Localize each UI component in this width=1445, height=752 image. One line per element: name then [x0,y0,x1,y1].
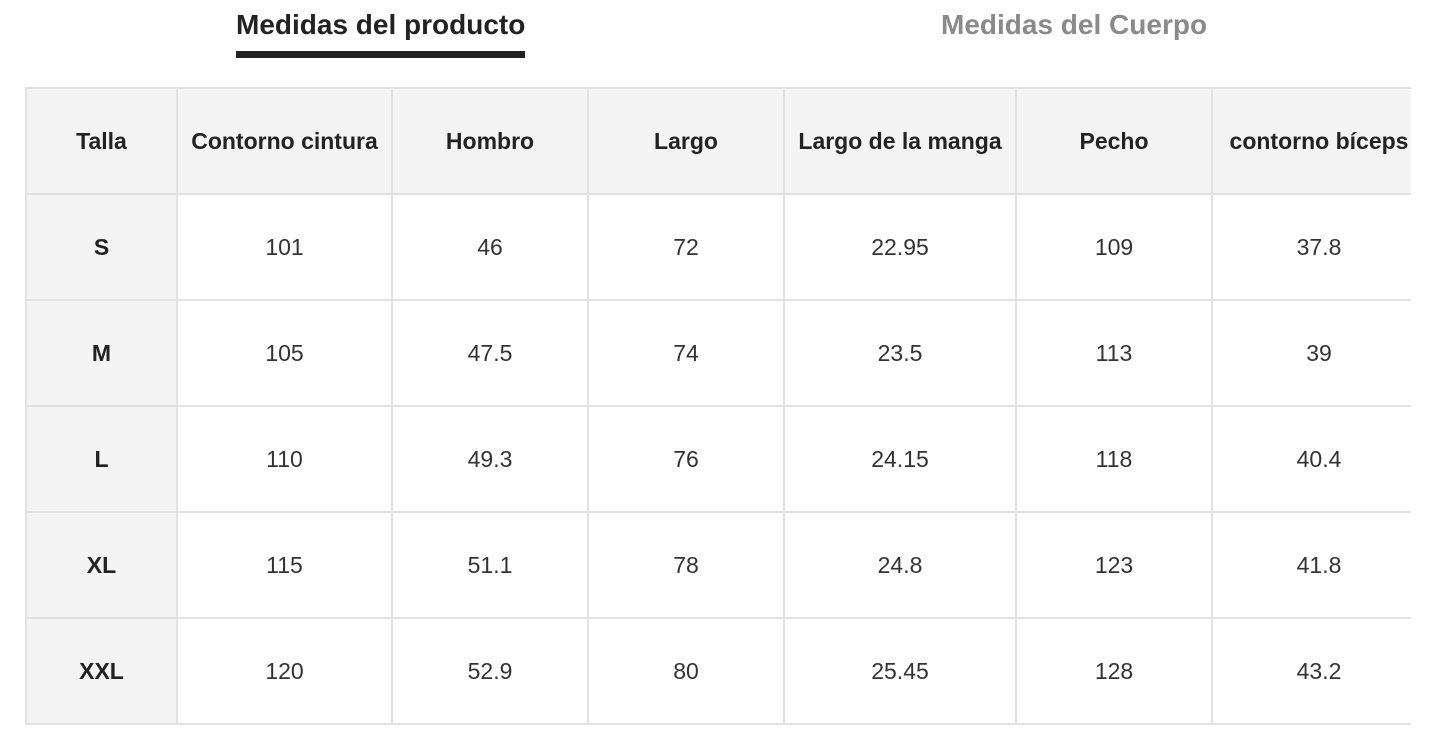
column-header-waist: Contorno cintura [176,87,393,195]
tab-product-measurements-label: Medidas del producto [236,9,526,40]
table-cell: 46 [391,193,589,301]
table-cell: 105 [176,299,393,407]
tab-product-measurements[interactable]: Medidas del producto [236,9,526,58]
table-header-row: Talla Contorno cintura Hombro Largo Larg… [25,87,1411,195]
table-cell: 24.15 [783,405,1017,513]
size-table-container: Talla Contorno cintura Hombro Largo Larg… [25,87,1411,735]
table-cell: 101 [176,193,393,301]
table-cell: 41.8 [1211,511,1411,619]
table-cell: 40.4 [1211,405,1411,513]
column-header-size: Talla [25,87,178,195]
table-cell: 110 [176,405,393,513]
table-cell: 78 [587,511,785,619]
row-size-label: L [25,405,178,513]
table-cell: 76 [587,405,785,513]
table-cell: 37.8 [1211,193,1411,301]
column-header-biceps: contorno bíceps [1211,87,1411,195]
column-header-sleeve-length: Largo de la manga [783,87,1017,195]
table-cell: 47.5 [391,299,589,407]
table-row: XXL 120 52.9 80 25.45 128 43.2 [25,617,1411,725]
table-cell: 43.2 [1211,617,1411,725]
table-cell: 113 [1015,299,1213,407]
column-header-shoulder: Hombro [391,87,589,195]
table-cell: 39 [1211,299,1411,407]
table-cell: 109 [1015,193,1213,301]
table-cell: 128 [1015,617,1213,725]
table-cell: 115 [176,511,393,619]
tab-body-measurements-label: Medidas del Cuerpo [941,9,1208,40]
table-cell: 52.9 [391,617,589,725]
column-header-chest: Pecho [1015,87,1213,195]
table-cell: 49.3 [391,405,589,513]
table-row: L 110 49.3 76 24.15 118 40.4 [25,405,1411,513]
table-row: XL 115 51.1 78 24.8 123 41.8 [25,511,1411,619]
active-tab-underline [236,51,526,58]
table-row: S 101 46 72 22.95 109 37.8 [25,193,1411,301]
size-table: Talla Contorno cintura Hombro Largo Larg… [25,87,1411,725]
table-cell: 22.95 [783,193,1017,301]
size-tabs: Medidas del producto Medidas del Cuerpo [0,0,1445,60]
row-size-label: M [25,299,178,407]
table-cell: 80 [587,617,785,725]
table-cell: 123 [1015,511,1213,619]
table-cell: 72 [587,193,785,301]
column-header-length: Largo [587,87,785,195]
row-size-label: XL [25,511,178,619]
tab-body-measurements[interactable]: Medidas del Cuerpo [941,9,1207,41]
table-cell: 51.1 [391,511,589,619]
table-cell: 74 [587,299,785,407]
table-cell: 24.8 [783,511,1017,619]
table-cell: 120 [176,617,393,725]
row-size-label: XXL [25,617,178,725]
table-cell: 118 [1015,405,1213,513]
table-cell: 25.45 [783,617,1017,725]
row-size-label: S [25,193,178,301]
table-row: M 105 47.5 74 23.5 113 39 [25,299,1411,407]
table-cell: 23.5 [783,299,1017,407]
